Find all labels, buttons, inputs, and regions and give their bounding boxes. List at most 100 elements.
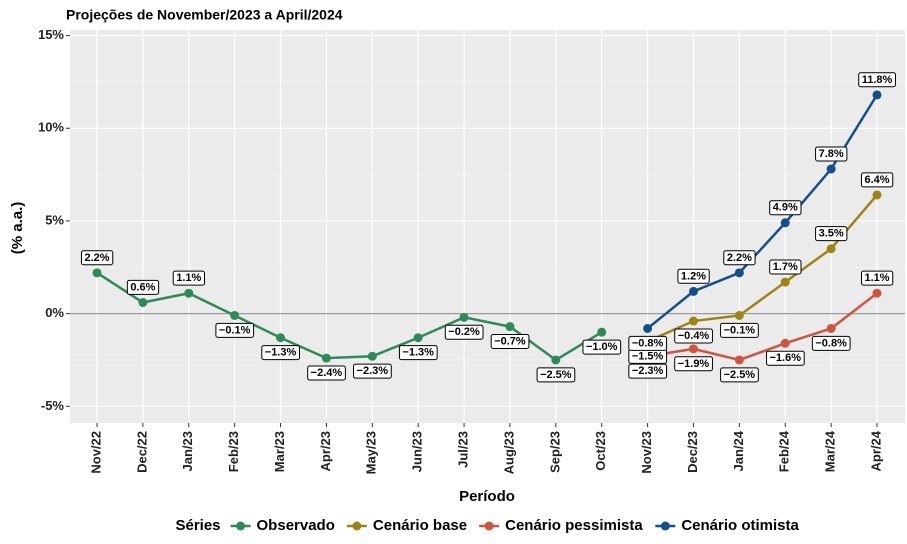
data-label-box <box>720 322 759 338</box>
data-label-text: −0.4% <box>678 330 710 342</box>
data-label-box <box>172 270 206 286</box>
data-label-box <box>582 339 622 355</box>
data-label-text: −1.0% <box>586 341 618 353</box>
point <box>872 90 882 100</box>
data-label-box <box>811 335 851 351</box>
x-tick-label: Dec/22 <box>134 431 149 473</box>
data-label: −0.1% <box>215 322 255 338</box>
series-line <box>647 292 878 362</box>
data-label-box <box>215 322 255 338</box>
data-label-box <box>307 365 346 381</box>
data-label-text: 7.8% <box>819 148 844 160</box>
point <box>780 218 790 228</box>
data-label-text: 6.4% <box>864 174 889 186</box>
point <box>184 288 194 298</box>
point <box>872 190 882 200</box>
x-tick-label: Jul/23 <box>455 431 470 468</box>
point <box>551 355 561 365</box>
data-label: −1.6% <box>765 350 805 366</box>
data-label-box <box>677 268 710 284</box>
data-label-box <box>80 250 114 266</box>
data-label-text: −2.3% <box>357 365 389 377</box>
y-tick-label: 5% <box>45 212 64 227</box>
legend-label: Observado <box>257 517 335 534</box>
data-label-box <box>490 334 530 350</box>
data-label-box <box>860 270 894 286</box>
point <box>276 333 286 343</box>
data-label-box <box>720 367 759 383</box>
data-label-text: −1.6% <box>769 352 801 364</box>
point <box>734 268 744 278</box>
x-axis-title: Período <box>459 488 515 505</box>
data-label: −1.3% <box>398 345 438 361</box>
data-label-box <box>674 328 713 344</box>
data-label: 0.6% <box>126 279 160 295</box>
x-tick-label: Mar/23 <box>272 431 287 472</box>
point <box>780 338 790 348</box>
point <box>597 327 607 337</box>
data-label-box <box>815 146 848 162</box>
point <box>780 277 790 287</box>
data-label: −1.9% <box>674 356 713 372</box>
data-label: −1.5% <box>628 348 668 364</box>
x-tick-label: Jan/23 <box>180 431 195 471</box>
data-label: −0.4% <box>674 328 713 344</box>
data-label-box <box>860 172 894 188</box>
legend-label: Cenário otimista <box>681 517 799 534</box>
y-tick-label: 0% <box>45 305 64 320</box>
point <box>459 312 469 322</box>
data-label: 2.2% <box>80 250 114 266</box>
y-axis-title: (% a.a.) <box>9 202 26 255</box>
x-tick-label: Sep/23 <box>547 431 562 473</box>
y-tick-label: -5% <box>41 398 65 413</box>
x-tick-label: Aug/23 <box>501 431 516 474</box>
legend-swatch-point <box>660 521 670 531</box>
data-label: −2.3% <box>353 363 392 379</box>
data-label: 11.8% <box>858 72 897 88</box>
data-label-box <box>398 345 438 361</box>
series-line <box>96 271 603 362</box>
x-tick-label: Mar/24 <box>823 430 838 472</box>
data-label-text: −0.1% <box>724 324 756 336</box>
x-tick-label: Apr/23 <box>318 431 333 471</box>
data-label-text: −1.3% <box>265 347 297 359</box>
data-label: −2.5% <box>536 367 576 383</box>
data-label-box <box>261 345 300 361</box>
data-label-text: 3.5% <box>819 228 844 240</box>
data-label-box <box>858 72 897 88</box>
data-label: −2.4% <box>307 365 346 381</box>
data-label: −2.3% <box>628 363 668 379</box>
data-label-box <box>126 279 160 295</box>
point <box>688 344 698 354</box>
x-tick-label: Oct/23 <box>593 431 608 471</box>
data-label: 3.5% <box>815 226 848 242</box>
data-label-text: −2.5% <box>540 369 572 381</box>
y-tick-label: 10% <box>38 120 64 135</box>
data-label-box <box>769 259 802 275</box>
data-label: −0.2% <box>444 324 484 340</box>
y-tick-label: 15% <box>38 27 64 42</box>
point <box>230 310 240 320</box>
point <box>734 310 744 320</box>
point <box>505 322 515 332</box>
x-tick-label: Jan/24 <box>731 430 746 471</box>
data-label-box <box>674 356 713 372</box>
data-label: −2.5% <box>720 367 759 383</box>
data-label-text: −2.4% <box>311 367 343 379</box>
data-label-box <box>628 335 668 351</box>
point <box>643 323 653 333</box>
data-label: 2.2% <box>723 250 756 266</box>
legend-swatch-point <box>352 521 362 531</box>
x-tick-label: Feb/24 <box>777 430 792 472</box>
data-label-box <box>765 350 805 366</box>
data-label: −0.8% <box>811 335 851 351</box>
data-label: 1.2% <box>677 268 710 284</box>
data-label: −0.1% <box>720 322 759 338</box>
data-label-box <box>353 363 392 379</box>
data-label-text: 1.1% <box>864 272 889 284</box>
data-label-text: 0.6% <box>130 281 155 293</box>
point <box>826 164 836 174</box>
data-label-text: 1.7% <box>773 261 798 273</box>
point <box>321 353 331 363</box>
